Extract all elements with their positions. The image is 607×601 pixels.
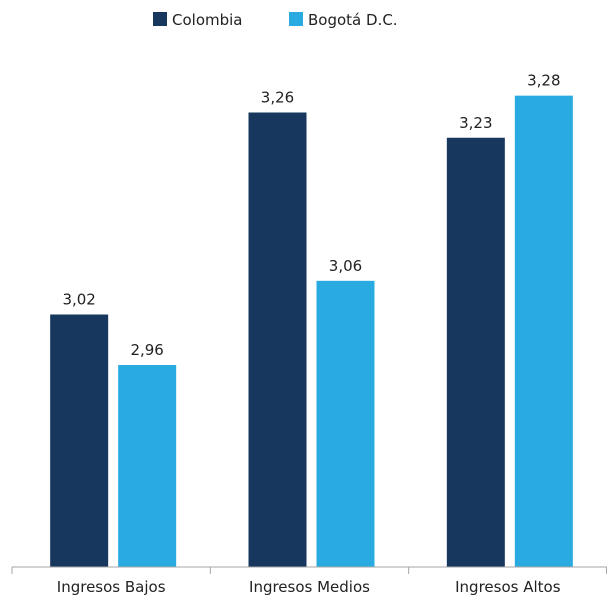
data-label-bogota-d-c-ingresos-bajos: 2,96	[130, 341, 163, 359]
bar-colombia-ingresos-altos	[446, 137, 505, 567]
bar-bogota-d-c-ingresos-bajos	[118, 365, 177, 567]
legend-item-bogota-d-c: Bogotá D.C.	[289, 11, 398, 29]
legend: Colombia Bogotá D.C.	[153, 11, 398, 29]
data-label-bogota-d-c-ingresos-medios: 3,06	[329, 257, 362, 275]
data-label-colombia-ingresos-altos: 3,23	[459, 114, 492, 132]
x-tick-label-ingresos-altos: Ingresos Altos	[455, 578, 561, 596]
legend-label-bogota-d-c: Bogotá D.C.	[308, 11, 398, 29]
data-label-colombia-ingresos-medios: 3,26	[261, 89, 294, 107]
bar-bogota-d-c-ingresos-medios	[316, 280, 375, 567]
legend-item-colombia: Colombia	[153, 11, 243, 29]
bar-colombia-ingresos-medios	[248, 112, 307, 567]
x-tick-label-ingresos-bajos: Ingresos Bajos	[57, 578, 166, 596]
data-label-bogota-d-c-ingresos-altos: 3,28	[527, 72, 560, 90]
plot-area: 3,02 2,96 3,26 3,06 3,23 3,28	[50, 72, 573, 568]
legend-label-colombia: Colombia	[172, 11, 243, 29]
bar-colombia-ingresos-bajos	[50, 314, 109, 567]
legend-swatch-colombia	[153, 12, 167, 26]
data-label-colombia-ingresos-bajos: 3,02	[62, 291, 95, 309]
x-axis: Ingresos Bajos Ingresos Medios Ingresos Al…	[11, 566, 607, 596]
bar-bogota-d-c-ingresos-altos	[514, 95, 573, 568]
x-tick-label-ingresos-medios: Ingresos Medios	[249, 578, 370, 596]
legend-swatch-bogota-d-c	[289, 12, 303, 26]
